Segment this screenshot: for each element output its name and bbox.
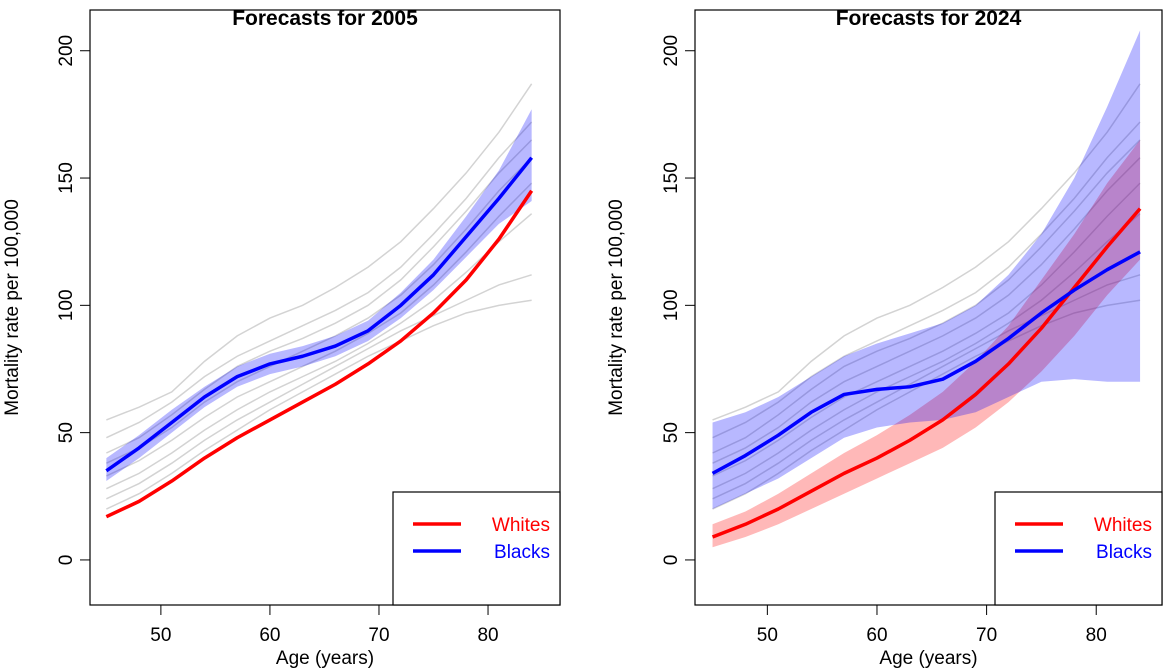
legend-box — [994, 491, 1163, 606]
x-axis-title: Age (years) — [879, 648, 977, 669]
legend-label: Blacks — [1096, 542, 1152, 563]
history-line — [106, 157, 533, 464]
history-line — [712, 213, 1141, 490]
x-tick-label: 50 — [757, 625, 778, 646]
legend-box — [392, 491, 561, 606]
series-line — [711, 250, 1141, 475]
history-line — [106, 213, 533, 490]
x-tick-label: 80 — [1086, 625, 1107, 646]
y-axis-title: Mortality rate per 100,000 — [2, 199, 23, 416]
y-tick-label: 150 — [56, 162, 77, 194]
y-tick-label: 0 — [661, 555, 682, 566]
history-line — [106, 83, 533, 421]
plot-area — [105, 83, 534, 519]
interval-band — [712, 30, 1141, 510]
history-line — [712, 121, 1141, 439]
history-line — [106, 182, 533, 477]
panel: 50 60 70 80 0 50 100 150 200 Forecasts for 2005 Ag… — [2, 7, 561, 669]
x-tick-label: 70 — [368, 625, 389, 646]
legend: Whites Blacks — [392, 491, 561, 606]
series-line — [105, 156, 534, 473]
interval-band — [106, 109, 532, 482]
x-tick-label: 80 — [477, 625, 498, 646]
plot-area — [711, 30, 1142, 548]
y-tick-label: 50 — [661, 422, 682, 443]
series-line — [105, 189, 534, 519]
y-tick-label: 50 — [56, 422, 77, 443]
chart-title: Forecasts for 2024 — [836, 7, 1022, 30]
legend-label: Whites — [1094, 515, 1152, 536]
history-line — [106, 121, 533, 439]
legend-label: Whites — [492, 515, 550, 536]
history-line — [712, 182, 1141, 477]
y-tick-label: 100 — [661, 289, 682, 321]
x-axis-title: Age (years) — [276, 648, 374, 669]
legend: Whites Blacks — [994, 491, 1163, 606]
history-line — [106, 274, 532, 500]
y-tick-label: 150 — [661, 162, 682, 194]
y-tick-label: 200 — [661, 35, 682, 67]
x-tick-label: 60 — [866, 625, 887, 646]
panel: 50 60 70 80 0 50 100 150 200 Forecasts for 2024 Ag… — [606, 7, 1163, 669]
history-line — [106, 139, 533, 454]
y-tick-label: 0 — [56, 555, 77, 566]
chart-title: Forecasts for 2005 — [232, 7, 418, 30]
y-axis-title: Mortality rate per 100,000 — [606, 199, 627, 416]
x-tick-label: 50 — [150, 625, 171, 646]
interval-band — [712, 139, 1141, 548]
history-line — [712, 157, 1141, 464]
y-tick-label: 200 — [56, 35, 77, 67]
history-line — [712, 83, 1141, 421]
y-tick-label: 100 — [56, 289, 77, 321]
history-line — [712, 274, 1141, 500]
history-line — [106, 299, 532, 510]
x-tick-label: 60 — [259, 625, 280, 646]
legend-label: Blacks — [494, 542, 550, 563]
x-tick-label: 70 — [976, 625, 997, 646]
history-line — [712, 139, 1141, 454]
